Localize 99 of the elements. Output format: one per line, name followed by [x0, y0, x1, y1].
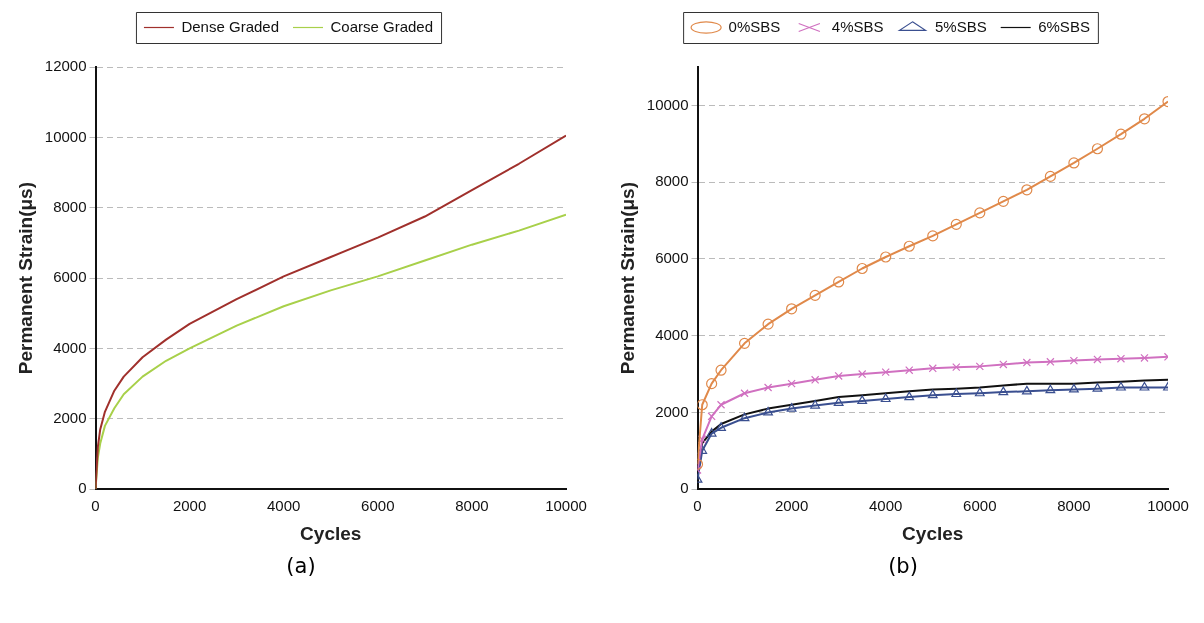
legend-label: 5%SBS [935, 17, 987, 35]
point [1021, 184, 1033, 196]
y-tick-label: 0 [680, 479, 689, 497]
point [715, 364, 727, 376]
point [927, 230, 939, 242]
point [1116, 354, 1126, 363]
point [905, 366, 914, 375]
point [697, 399, 708, 411]
y-axis-title: Permanent Strain(μs) [14, 182, 36, 375]
point [857, 395, 868, 405]
point [706, 378, 718, 390]
point [787, 379, 796, 388]
x-tick-label: 0 [91, 497, 100, 515]
point [999, 360, 1008, 369]
point [904, 391, 915, 401]
x-tick-label: 0 [693, 497, 702, 515]
text: (a) [286, 554, 316, 578]
x-tick-label: 10000 [1147, 497, 1189, 515]
y-axis-title: Permanent Strain(μs) [616, 182, 638, 375]
point [880, 393, 891, 403]
point [707, 412, 716, 421]
point [1092, 383, 1103, 392]
legend-label: 6%SBS [1038, 17, 1090, 35]
point [833, 276, 845, 288]
point [997, 195, 1009, 207]
point [927, 389, 938, 399]
point [834, 371, 843, 381]
point [998, 386, 1009, 396]
x-tick-label: 10000 [545, 497, 587, 515]
point [1046, 357, 1055, 366]
legend-label: 4%SBS [831, 17, 884, 35]
y-tick-label: 12000 [44, 57, 87, 75]
x-tick-label: 4000 [267, 497, 301, 515]
point [706, 427, 717, 437]
point [881, 368, 890, 377]
point [1140, 353, 1149, 363]
point [952, 363, 961, 372]
point [928, 364, 937, 373]
point [1091, 143, 1104, 155]
point [738, 337, 751, 349]
point [833, 397, 844, 406]
y-tick-label: 0 [78, 479, 87, 497]
point [1093, 355, 1102, 364]
point [974, 387, 985, 397]
legend-label: 0%SBS [728, 17, 781, 35]
point [786, 303, 798, 315]
point [1044, 170, 1056, 182]
x-axis-title: Cycles [902, 522, 964, 544]
y-tick-label: 4000 [53, 338, 87, 356]
point [1115, 128, 1127, 140]
point [1021, 385, 1032, 395]
point [763, 383, 773, 392]
point [974, 207, 986, 219]
point [763, 406, 774, 416]
y-tick-label: 8000 [53, 197, 87, 215]
point [975, 362, 984, 371]
x-tick-label: 8000 [1057, 497, 1091, 515]
y-tick-label: 6000 [655, 249, 689, 267]
point [810, 399, 821, 409]
x-tick-label: 4000 [869, 497, 903, 515]
x-tick-label: 2000 [774, 497, 809, 515]
point [1116, 381, 1126, 391]
x-tick-label: 6000 [361, 497, 395, 515]
y-tick-label: 4000 [655, 325, 689, 343]
x-tick-label: 6000 [963, 497, 997, 515]
y-tick-label: 6000 [53, 268, 87, 286]
y-tick-label: 10000 [44, 127, 87, 145]
point [716, 422, 726, 431]
point [786, 403, 797, 412]
legend-label: Dense Graded [181, 17, 280, 35]
point [951, 388, 962, 398]
point [1139, 381, 1150, 391]
x-tick-label: 2000 [172, 497, 207, 515]
x-axis-title: Cycles [300, 522, 362, 544]
point [1069, 356, 1079, 365]
point [1068, 383, 1079, 393]
y-tick-label: 2000 [53, 408, 87, 426]
point [1068, 157, 1080, 169]
point [809, 289, 821, 301]
point [716, 400, 726, 409]
point [698, 435, 707, 444]
legend-label: Coarse Graded [330, 17, 434, 35]
point [903, 240, 915, 252]
point [762, 318, 774, 330]
point [880, 251, 892, 263]
point [856, 262, 868, 275]
x-tick-label: 8000 [455, 497, 489, 515]
text: (b) [888, 554, 918, 578]
point [1022, 358, 1031, 367]
point [1045, 384, 1056, 394]
point [740, 389, 749, 398]
y-tick-label: 10000 [646, 95, 689, 113]
point [739, 412, 750, 422]
point [811, 375, 820, 384]
point [950, 218, 962, 230]
y-tick-label: 8000 [655, 172, 689, 190]
y-tick-label: 2000 [655, 402, 689, 420]
point [1138, 113, 1151, 125]
point [858, 369, 867, 379]
